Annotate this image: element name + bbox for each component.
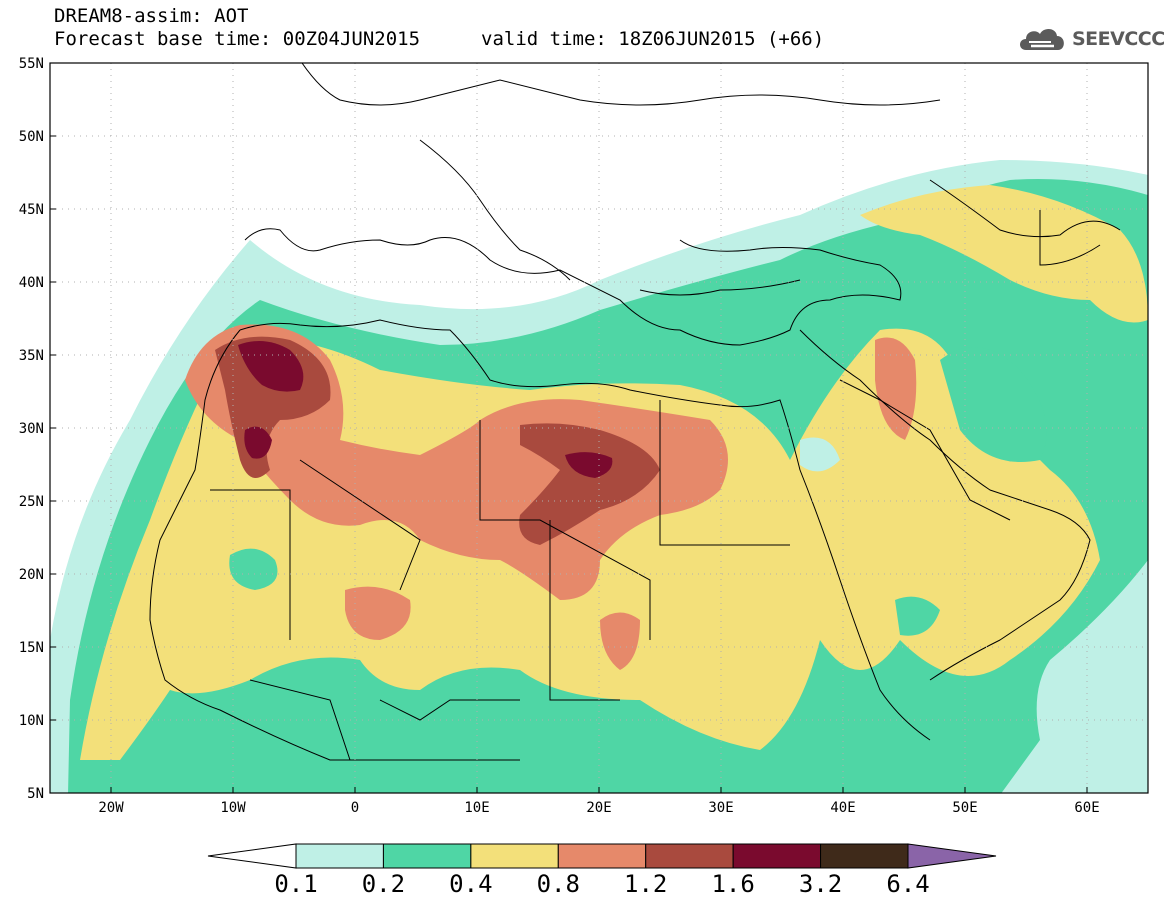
aot-contour-1.6-2 — [244, 426, 272, 459]
lat-label: 55N — [19, 56, 44, 72]
forecast-base-time: Forecast base time: 00Z04JUN2015 — [54, 28, 421, 50]
valid-time: valid time: 18Z06JUN2015 (+66) — [481, 28, 825, 50]
lon-label: 30E — [708, 800, 733, 816]
lat-label: 50N — [19, 129, 44, 145]
lon-label: 10W — [220, 800, 246, 816]
axis-ticks — [50, 62, 1088, 793]
colorbar-label: 1.6 — [711, 870, 754, 898]
map-plot-area: 55N 50N 45N 40N 35N 30N 25N 20N 15N 10N … — [19, 56, 1149, 816]
aot-island-cyan-1 — [800, 437, 840, 472]
coastlines-borders — [149, 63, 1121, 761]
aot-contour-0.4-caspian — [860, 185, 1148, 323]
seevccc-logo: SEEVCCC — [1016, 24, 1165, 54]
lat-label: 25N — [19, 494, 44, 510]
colorbar-under-triangle — [207, 843, 297, 869]
aot-island-green-1 — [229, 548, 278, 590]
lon-label: 0 — [351, 800, 359, 816]
latitude-labels: 55N 50N 45N 40N 35N 30N 25N 20N 15N 10N … — [19, 56, 44, 802]
lat-label: 30N — [19, 421, 44, 437]
colorbar-swatch — [295, 843, 384, 869]
aot-contour-0.8-chad — [600, 612, 640, 670]
lat-label: 10N — [19, 713, 44, 729]
aot-contour-0.8-iraq — [875, 337, 917, 440]
aot-contour-1.2-libya — [519, 423, 660, 545]
colorbar-swatch — [645, 843, 734, 869]
colorbar-label: 0.1 — [274, 870, 317, 898]
lon-label: 20E — [586, 800, 611, 816]
colorbar-swatch — [557, 843, 647, 869]
lat-label: 5N — [27, 786, 44, 802]
lon-label: 20W — [98, 800, 124, 816]
lat-label: 15N — [19, 640, 44, 656]
colorbar-swatch — [382, 843, 472, 869]
colorbar-label: 0.8 — [537, 870, 580, 898]
longitude-labels: 20W 10W 0 10E 20E 30E 40E 50E 60E — [98, 800, 1099, 816]
colorbar-label: 0.2 — [362, 870, 405, 898]
colorbar-over-triangle — [907, 843, 997, 869]
aot-island-green-2 — [895, 596, 940, 636]
colorbar-label: 1.2 — [624, 870, 667, 898]
aot-island-green-3 — [940, 347, 1047, 462]
lon-label: 40E — [830, 800, 855, 816]
colorbar-label: 0.4 — [449, 870, 492, 898]
lat-label: 20N — [19, 567, 44, 583]
product-title: DREAM8-assim: AOT — [54, 5, 249, 27]
logo-text: SEEVCCC — [1072, 28, 1165, 50]
lon-label: 50E — [952, 800, 977, 816]
lon-label: 10E — [464, 800, 489, 816]
lat-label: 45N — [19, 202, 44, 218]
colorbar-label: 3.2 — [799, 870, 842, 898]
colorbar: 0.1 0.2 0.4 0.8 1.2 1.6 3.2 6.4 — [207, 843, 997, 898]
colorbar-swatch — [470, 843, 559, 869]
colorbar-swatch — [820, 843, 909, 869]
colorbar-label: 6.4 — [886, 870, 929, 898]
colorbar-swatch — [732, 843, 822, 869]
lat-label: 40N — [19, 275, 44, 291]
lon-label: 60E — [1074, 800, 1099, 816]
aot-field — [50, 160, 1148, 793]
aot-contour-0.8-libya — [345, 586, 411, 640]
aot-contour-1.6-libya — [565, 452, 613, 478]
aot-contour-1.6 — [238, 341, 304, 392]
lat-label: 35N — [19, 348, 44, 364]
cloud-icon — [1020, 28, 1064, 50]
